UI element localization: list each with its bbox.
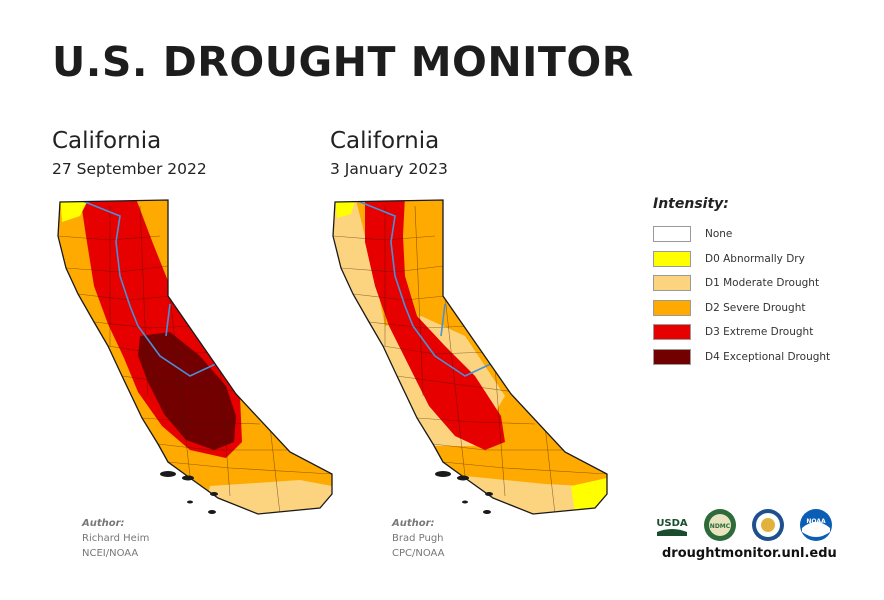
legend-label: D1 Moderate Drought [705, 277, 820, 290]
author-label: Author: [392, 518, 435, 529]
county-lines [58, 205, 332, 514]
legend-item-d4: D4 Exceptional Drought [653, 345, 830, 370]
partner-logos: USDA NDMC NOAA [655, 508, 833, 542]
legend-swatch [653, 275, 691, 292]
page-title: U.S. DROUGHT MONITOR [52, 38, 634, 86]
legend-item-d2: D2 Severe Drought [653, 296, 830, 321]
county-lines [333, 205, 607, 514]
legend-swatch [653, 348, 691, 365]
map-date: 3 January 2023 [330, 160, 448, 178]
map-date: 27 September 2022 [52, 160, 207, 178]
legend-label: None [705, 228, 733, 241]
legend-swatch [653, 250, 691, 267]
ndmc-logo-text: NDMC [710, 523, 731, 530]
map-panel-sept-2022: California 27 September 2022 [52, 128, 207, 178]
legend-label: D4 Exceptional Drought [705, 350, 831, 363]
d3-region [365, 200, 505, 450]
author-name: Brad Pugh [392, 533, 444, 544]
d4-region [138, 332, 236, 450]
legend-title: Intensity: [653, 196, 729, 212]
ndmc-logo-icon: NDMC [704, 509, 736, 541]
map-panel-jan-2023: California 3 January 2023 [330, 128, 448, 178]
map-state-title: California [52, 128, 162, 154]
author-org: CPC/NOAA [392, 548, 445, 559]
author-label: Author: [82, 518, 125, 529]
rivers [354, 200, 496, 377]
legend-item-none: None [653, 222, 830, 247]
legend-item-d0: D0 Abnormally Dry [653, 247, 830, 272]
intensity-legend: Intensity: None D0 Abnormally Dry D1 Mod… [653, 196, 830, 369]
noaa-logo-icon: NOAA [800, 509, 832, 541]
legend-label: D3 Extreme Drought [705, 326, 814, 339]
author-org: NCEI/NOAA [82, 548, 139, 559]
california-map-sept-2022 [57, 199, 333, 515]
channel-islands [435, 471, 493, 514]
channel-islands [160, 471, 218, 514]
legend-item-d1: D1 Moderate Drought [653, 271, 830, 296]
usda-logo-icon: USDA [656, 518, 688, 536]
author-credit-1: Author: Richard Heim NCEI/NOAA [82, 516, 149, 561]
california-map-jan-2023 [332, 199, 608, 515]
legend-swatch [653, 324, 691, 341]
legend-label: D2 Severe Drought [705, 301, 806, 314]
usda-logo-text: USDA [656, 518, 688, 529]
doc-seal-icon [752, 509, 784, 541]
legend-swatch [653, 226, 691, 243]
legend-item-d3: D3 Extreme Drought [653, 320, 830, 345]
map-state-title: California [330, 128, 440, 154]
legend-label: D0 Abnormally Dry [705, 252, 805, 265]
d1-region [200, 480, 332, 514]
rivers [79, 200, 221, 377]
author-credit-2: Author: Brad Pugh CPC/NOAA [392, 516, 445, 561]
legend-swatch [653, 299, 691, 316]
noaa-logo-text: NOAA [806, 518, 826, 525]
author-name: Richard Heim [82, 533, 150, 544]
website-link[interactable]: droughtmonitor.unl.edu [662, 546, 837, 561]
